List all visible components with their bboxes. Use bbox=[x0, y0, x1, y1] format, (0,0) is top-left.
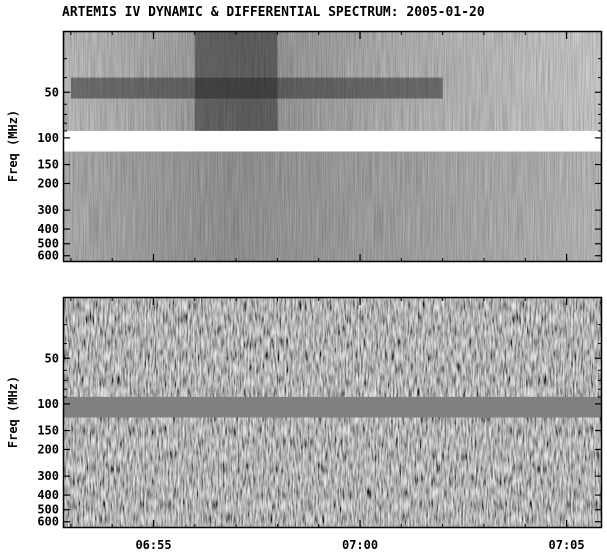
y-tick-label: 200 bbox=[37, 442, 59, 456]
dynamic-spectrum-frame bbox=[62, 30, 603, 263]
differential-spectrum-y-label: Freq (MHz) bbox=[6, 376, 20, 448]
y-tick-label: 400 bbox=[37, 222, 59, 236]
differential-spectrum-frame bbox=[62, 296, 603, 529]
y-tick-label: 150 bbox=[37, 158, 59, 172]
x-tick-label: 07:05 bbox=[549, 538, 585, 552]
y-tick-label: 500 bbox=[37, 237, 59, 251]
y-tick-label: 50 bbox=[45, 85, 59, 99]
y-tick-label: 50 bbox=[45, 351, 59, 365]
data-gap bbox=[64, 396, 601, 418]
x-tick-label: 07:00 bbox=[342, 538, 378, 552]
y-tick-label: 600 bbox=[37, 515, 59, 529]
x-tick-label: 06:55 bbox=[135, 538, 171, 552]
figure-title: ARTEMIS IV DYNAMIC & DIFFERENTIAL SPECTR… bbox=[62, 5, 485, 20]
dynamic-spectrum-image bbox=[64, 32, 601, 261]
burst-feature bbox=[194, 32, 278, 131]
dynamic-spectrum-y-label: Freq (MHz) bbox=[6, 110, 20, 182]
differential-spectrum-image bbox=[64, 298, 601, 527]
dark-band-feature bbox=[70, 77, 443, 99]
y-tick-label: 500 bbox=[37, 503, 59, 517]
data-gap bbox=[64, 130, 601, 152]
y-tick-label: 300 bbox=[37, 203, 59, 217]
y-tick-label: 400 bbox=[37, 488, 59, 502]
y-tick-label: 300 bbox=[37, 469, 59, 483]
y-tick-label: 100 bbox=[37, 131, 59, 145]
y-tick-label: 100 bbox=[37, 397, 59, 411]
y-tick-label: 200 bbox=[37, 176, 59, 190]
y-tick-label: 600 bbox=[37, 249, 59, 263]
dynamic-high-texture bbox=[64, 151, 601, 261]
dynamic-spectrum-x-ticks bbox=[70, 32, 568, 261]
differential-spectrum-x-axis: 06:55 07:00 07:05 bbox=[70, 298, 585, 552]
y-tick-label: 150 bbox=[37, 424, 59, 438]
